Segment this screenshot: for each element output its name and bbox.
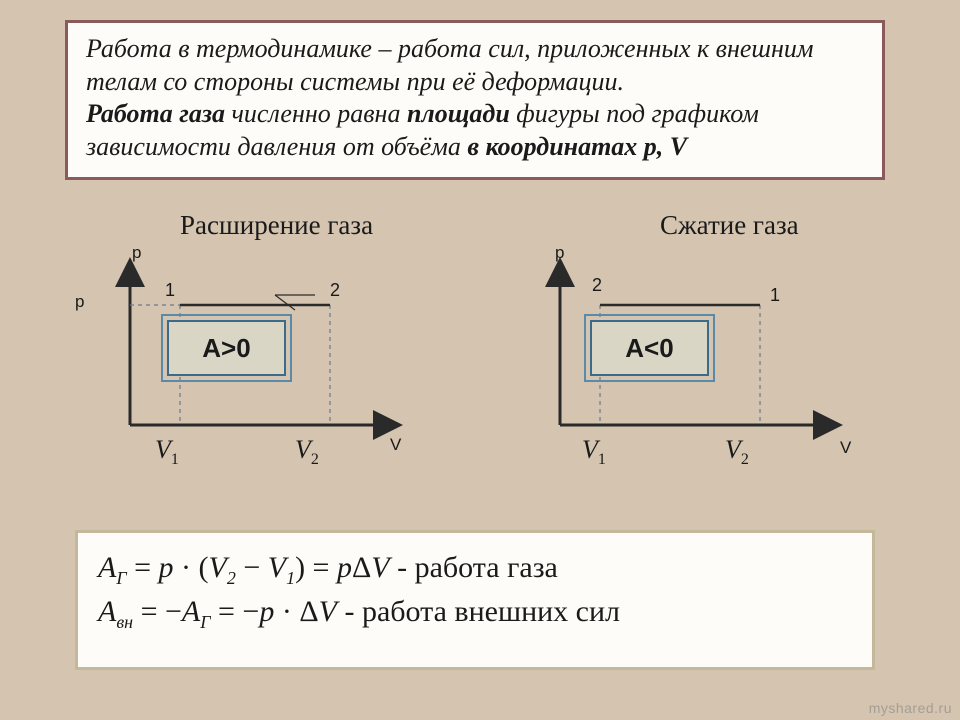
formula-box: AГ = p · (V2 − V1) = pΔV - работа газа A…	[75, 530, 875, 670]
right-point-2: 2	[592, 275, 602, 296]
chart-expansion: Расширение газа p V p 1 2 A>0	[60, 210, 490, 500]
chart-compression-title: Сжатие газа	[660, 210, 799, 241]
definition-line1: Работа в термодинамике – работа сил, при…	[86, 33, 864, 98]
right-work-box: A<0	[590, 320, 709, 376]
left-x-axis-label: V	[390, 435, 401, 455]
left-p-tick: p	[75, 292, 84, 312]
right-v2-label: V2	[725, 435, 749, 469]
right-v2-sym: V	[725, 435, 741, 464]
right-v2-sub: 2	[741, 451, 749, 468]
left-v2-label: V2	[295, 435, 319, 469]
left-v1-sub: 1	[171, 451, 179, 468]
formula-line-1: AГ = p · (V2 − V1) = pΔV - работа газа	[98, 551, 852, 589]
left-point-1: 1	[165, 280, 175, 301]
left-y-axis-label: p	[132, 243, 141, 263]
right-y-axis-label: p	[555, 243, 564, 263]
left-v2-sub: 2	[311, 451, 319, 468]
right-x-axis-label: V	[840, 438, 851, 458]
left-point-2: 2	[330, 280, 340, 301]
def-text-2: численно равна	[225, 99, 407, 128]
right-v1-sym: V	[582, 435, 598, 464]
def-bold-1: Работа газа	[86, 99, 225, 128]
left-work-box: A>0	[167, 320, 286, 376]
definition-textbox: Работа в термодинамике – работа сил, при…	[65, 20, 885, 180]
right-v1-label: V1	[582, 435, 606, 469]
formula-line-2: Aвн = −AГ = −p · ΔV - работа внешних сил	[98, 595, 852, 633]
def-bold-3: в координатах p, V	[467, 132, 687, 161]
left-v2-sym: V	[295, 435, 311, 464]
watermark: myshared.ru	[869, 700, 952, 716]
chart-expansion-title: Расширение газа	[180, 210, 373, 241]
right-v1-sub: 1	[598, 451, 606, 468]
charts-container: Расширение газа p V p 1 2 A>0	[0, 210, 960, 500]
definition-line2: Работа газа численно равна площади фигур…	[86, 98, 864, 163]
def-text-1: Работа в термодинамике – работа сил, при…	[86, 34, 814, 96]
left-v1-label: V1	[155, 435, 179, 469]
def-bold-2: площади	[407, 99, 510, 128]
chart-compression: Сжатие газа p V 2 1 A<0 V1 V2	[500, 210, 930, 500]
right-point-1: 1	[770, 285, 780, 306]
left-v1-sym: V	[155, 435, 171, 464]
